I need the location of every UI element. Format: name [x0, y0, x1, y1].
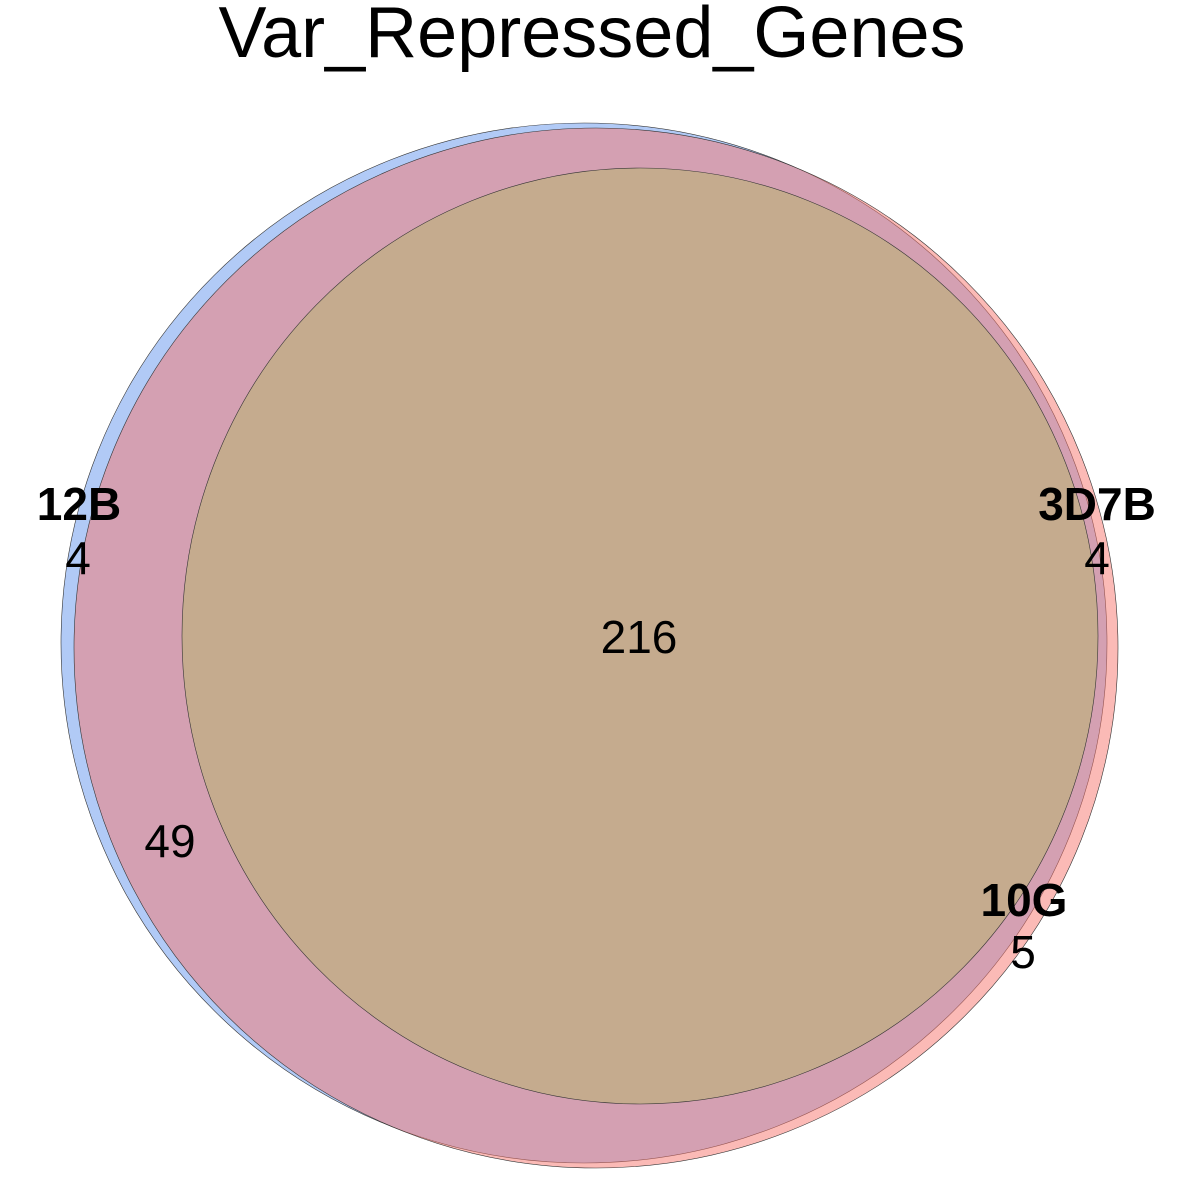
set-label-12B: 12B — [37, 478, 121, 530]
set-label-10G: 10G — [981, 874, 1068, 926]
count-all-three: 216 — [601, 611, 678, 663]
count-only-3D7B: 4 — [1084, 532, 1110, 584]
count-only-10G: 5 — [1010, 926, 1036, 978]
count-only-12B: 4 — [65, 532, 91, 584]
chart-title: Var_Repressed_Genes — [218, 0, 965, 73]
set-circle-3D7B — [181, 167, 1099, 1105]
set-label-3D7B: 3D7B — [1038, 478, 1156, 530]
count-12B-10G: 49 — [144, 815, 195, 867]
